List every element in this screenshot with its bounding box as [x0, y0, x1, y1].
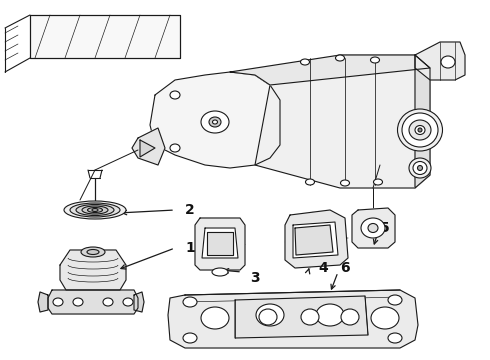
Polygon shape: [295, 225, 333, 255]
Ellipse shape: [402, 113, 438, 147]
Ellipse shape: [388, 295, 402, 305]
Ellipse shape: [409, 158, 431, 178]
Polygon shape: [132, 128, 165, 165]
Polygon shape: [168, 290, 418, 348]
Polygon shape: [60, 250, 126, 290]
Text: 6: 6: [340, 261, 350, 275]
Polygon shape: [202, 228, 238, 258]
Polygon shape: [134, 292, 144, 312]
Ellipse shape: [417, 166, 422, 171]
Polygon shape: [150, 72, 280, 168]
Ellipse shape: [88, 207, 102, 212]
Ellipse shape: [70, 203, 120, 217]
Ellipse shape: [259, 309, 277, 325]
Ellipse shape: [212, 268, 228, 276]
Ellipse shape: [371, 307, 399, 329]
Ellipse shape: [87, 249, 99, 255]
Polygon shape: [255, 55, 430, 188]
Ellipse shape: [183, 333, 197, 343]
Ellipse shape: [370, 57, 379, 63]
Ellipse shape: [368, 224, 378, 233]
Ellipse shape: [123, 298, 133, 306]
Ellipse shape: [76, 204, 114, 216]
Polygon shape: [207, 232, 233, 255]
Polygon shape: [140, 140, 155, 157]
Ellipse shape: [388, 333, 402, 343]
Ellipse shape: [373, 179, 383, 185]
Ellipse shape: [413, 162, 427, 175]
Ellipse shape: [301, 309, 319, 325]
Ellipse shape: [341, 180, 349, 186]
Ellipse shape: [409, 120, 431, 140]
Polygon shape: [38, 292, 48, 312]
Text: 3: 3: [250, 271, 260, 285]
Ellipse shape: [213, 120, 218, 124]
Ellipse shape: [316, 304, 344, 326]
Text: 1: 1: [185, 241, 195, 255]
Polygon shape: [48, 290, 138, 314]
Ellipse shape: [170, 144, 180, 152]
Ellipse shape: [397, 109, 442, 151]
Polygon shape: [352, 208, 395, 248]
Ellipse shape: [256, 304, 284, 326]
Polygon shape: [415, 55, 430, 188]
Ellipse shape: [300, 59, 310, 65]
Ellipse shape: [441, 56, 455, 68]
Ellipse shape: [305, 179, 315, 185]
Ellipse shape: [201, 111, 229, 133]
Ellipse shape: [53, 298, 63, 306]
Ellipse shape: [73, 298, 83, 306]
Polygon shape: [415, 42, 465, 80]
Ellipse shape: [103, 298, 113, 306]
Ellipse shape: [415, 126, 425, 135]
Ellipse shape: [170, 91, 180, 99]
Polygon shape: [230, 55, 430, 85]
Ellipse shape: [361, 218, 385, 238]
Polygon shape: [285, 210, 348, 268]
Polygon shape: [195, 218, 245, 270]
Ellipse shape: [82, 206, 108, 214]
Ellipse shape: [92, 208, 98, 211]
Ellipse shape: [183, 297, 197, 307]
Ellipse shape: [336, 55, 344, 61]
Text: 5: 5: [380, 221, 390, 235]
Ellipse shape: [418, 128, 422, 132]
Polygon shape: [30, 15, 180, 58]
Ellipse shape: [341, 309, 359, 325]
Ellipse shape: [201, 307, 229, 329]
Text: 4: 4: [318, 261, 328, 275]
Polygon shape: [235, 296, 368, 338]
Polygon shape: [293, 222, 338, 258]
Ellipse shape: [209, 117, 221, 127]
Ellipse shape: [64, 201, 126, 219]
Ellipse shape: [81, 247, 105, 257]
Text: 2: 2: [185, 203, 195, 217]
